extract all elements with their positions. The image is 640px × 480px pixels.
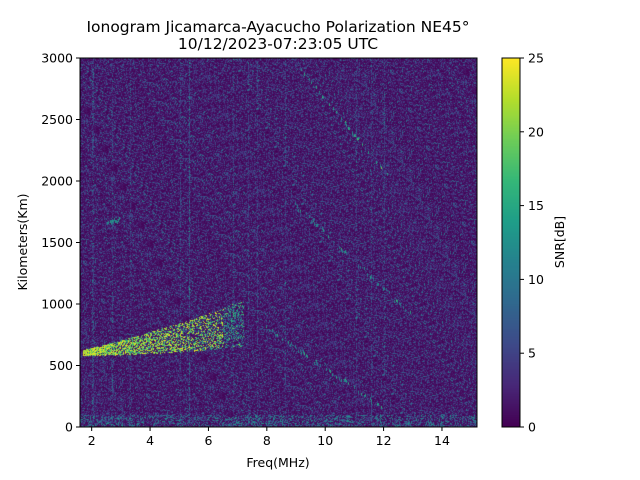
y-tick-label: 500 (49, 358, 73, 373)
x-tick-label: 6 (204, 433, 212, 448)
colorbar-image (502, 58, 520, 427)
y-tick-label: 3000 (41, 51, 73, 66)
colorbar-label: SNR[dB] (552, 216, 567, 268)
colorbar-frame (501, 57, 521, 428)
y-axis-ticks: 0 500 1000 1500 2000 2500 3000 (41, 51, 80, 435)
colorbar-tick-label: 0 (528, 420, 536, 435)
x-axis-label: Freq(MHz) (246, 455, 309, 470)
x-tick-label: 10 (317, 433, 333, 448)
x-tick-label: 14 (434, 433, 450, 448)
x-tick-label: 12 (376, 433, 392, 448)
x-tick-label: 4 (146, 433, 154, 448)
chart-subtitle: 10/12/2023-07:23:05 UTC (178, 35, 378, 53)
colorbar-tick-label: 20 (528, 124, 544, 139)
x-axis-ticks: 2 4 6 8 10 12 14 (88, 427, 450, 448)
y-tick-label: 1000 (41, 297, 73, 312)
y-tick-label: 1500 (41, 235, 73, 250)
y-tick-label: 0 (65, 420, 73, 435)
colorbar-tick-label: 15 (528, 198, 544, 213)
colorbar-tick-label: 5 (528, 346, 536, 361)
y-axis-label: Kilometers(Km) (15, 193, 30, 290)
chart-title: Ionogram Jicamarca-Ayacucho Polarization… (86, 18, 469, 36)
y-tick-label: 2500 (41, 112, 73, 127)
x-tick-label: 8 (263, 433, 271, 448)
colorbar-ticks: 0 5 10 15 20 25 (520, 51, 544, 435)
colorbar-tick-label: 25 (528, 51, 544, 66)
y-tick-label: 2000 (41, 174, 73, 189)
x-tick-label: 2 (88, 433, 96, 448)
heatmap-image (80, 58, 477, 427)
colorbar-tick-label: 10 (528, 272, 544, 287)
